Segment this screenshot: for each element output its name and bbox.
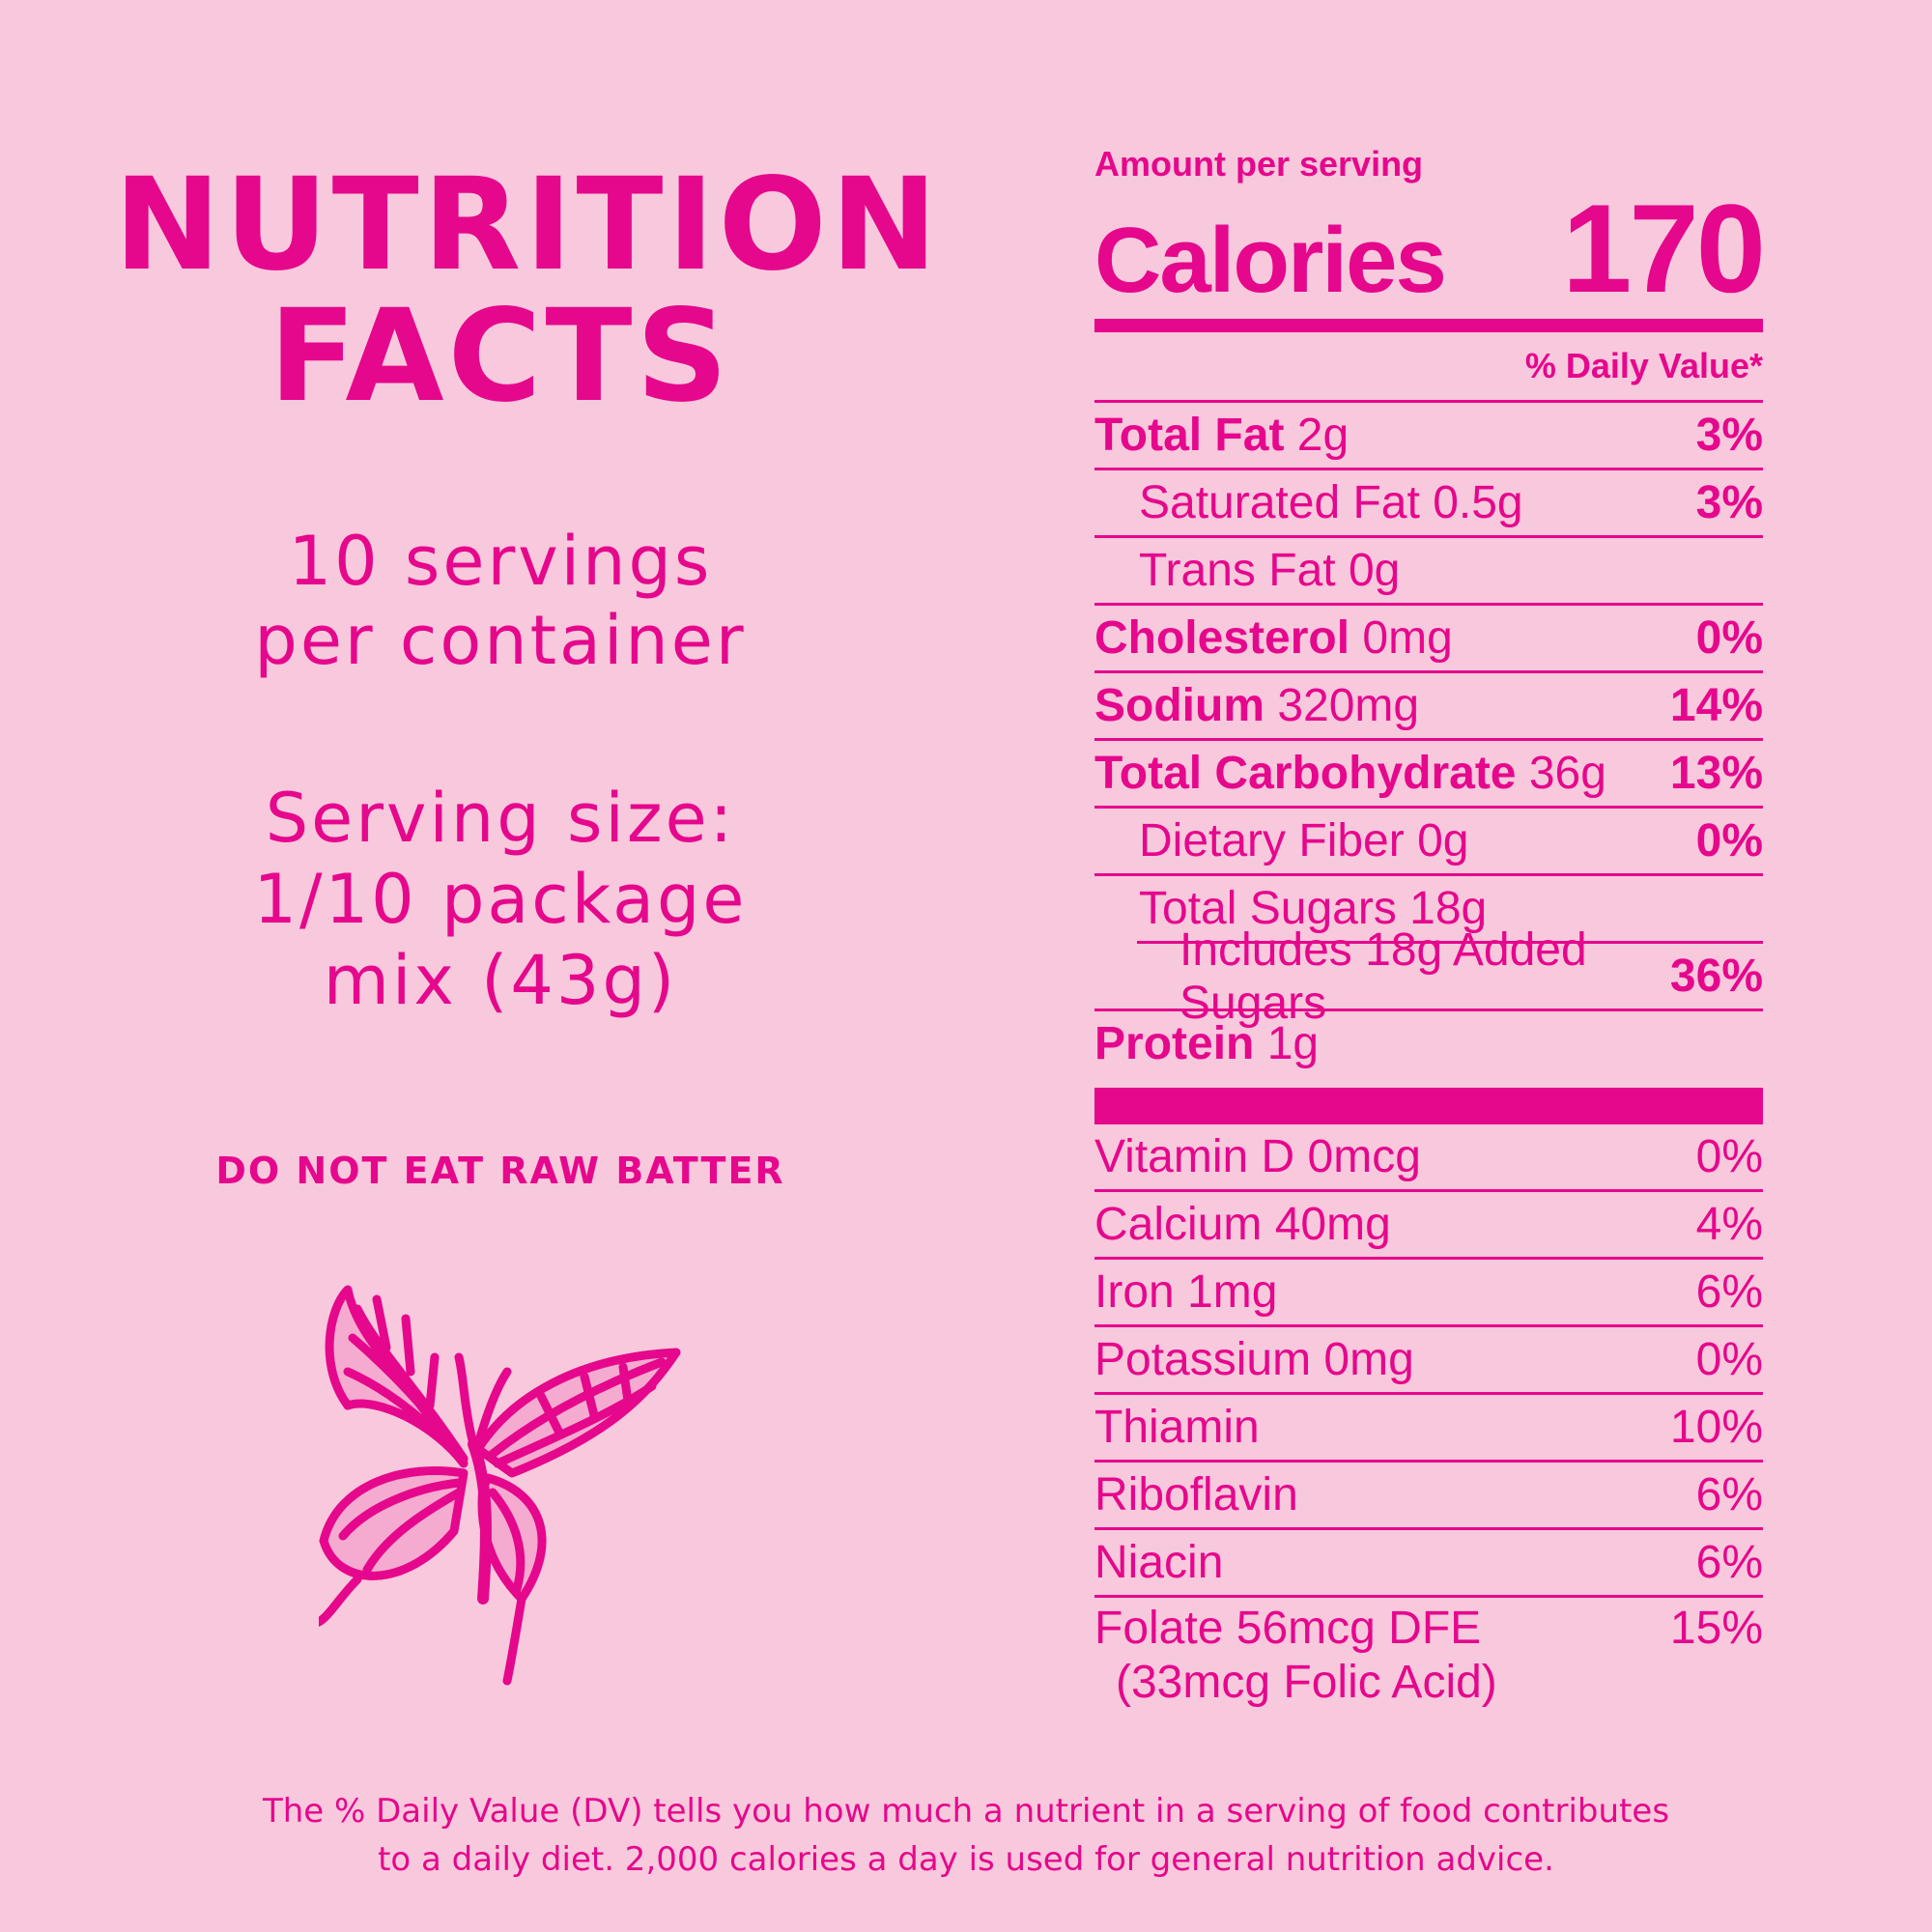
- divider-big: [1094, 1088, 1763, 1124]
- vitamin-pct: 0%: [1695, 1334, 1763, 1385]
- vitamin-pct: 0%: [1695, 1131, 1763, 1182]
- title-line-2: FACTS: [269, 282, 732, 431]
- nutrient-name: Sodium: [1094, 680, 1264, 731]
- servings-per-container: 10 servings per container: [114, 522, 887, 680]
- nutrient-pct: 14%: [1669, 680, 1763, 731]
- vitamin-pct: 6%: [1695, 1469, 1763, 1520]
- raw-batter-warning: DO NOT EAT RAW BATTER: [215, 1150, 785, 1192]
- servings-line-2: per container: [254, 601, 747, 680]
- nutrient-name: Protein: [1094, 1018, 1255, 1069]
- nutrient-pct: 13%: [1669, 748, 1763, 799]
- folate-label: Folate 56mcg DFE: [1094, 1603, 1482, 1654]
- nutrient-pct: 0%: [1695, 612, 1763, 664]
- calories-value: 170: [1562, 178, 1766, 319]
- title-line-1: NUTRITION: [114, 151, 942, 299]
- vitamin-label: Calcium 40mg: [1094, 1199, 1391, 1250]
- nutrient-amount: 0.5g: [1433, 477, 1523, 528]
- nutrient-pct: 3%: [1695, 477, 1763, 528]
- vitamin-label: Potassium 0mg: [1094, 1334, 1414, 1385]
- nutrition-panel: Amount per serving Calories 170 % Daily …: [1094, 144, 1766, 1718]
- vitamin-row: Thiamin 10%: [1094, 1392, 1763, 1460]
- vitamin-label: Thiamin: [1094, 1402, 1260, 1453]
- vitamin-pct: 4%: [1695, 1199, 1763, 1250]
- folic-acid-label: (33mcg Folic Acid): [1116, 1657, 1497, 1708]
- footnote-line-2: to a daily diet. 2,000 calories a day is…: [378, 1840, 1554, 1879]
- servings-line-1: 10 servings: [288, 522, 713, 601]
- nutrient-name: Total Carbohydrate: [1094, 748, 1517, 799]
- vitamin-pct: 10%: [1669, 1402, 1763, 1453]
- serving-size-line-3: mix (43g): [323, 941, 678, 1020]
- divider-thick: [1094, 319, 1763, 332]
- amount-per-serving: Amount per serving: [1094, 144, 1424, 184]
- nutrient-amount: 18g: [1409, 883, 1488, 934]
- calories-row: Calories 170: [1094, 178, 1766, 319]
- butterfly-icon: [319, 1285, 681, 1686]
- vitamin-pct: 6%: [1695, 1266, 1763, 1318]
- nutrient-row-saturated-fat: Saturated Fat 0.5g 3%: [1094, 468, 1763, 535]
- nutrient-row-cholesterol: Cholesterol 0mg 0%: [1094, 603, 1763, 670]
- nutrient-name: Cholesterol: [1094, 612, 1350, 664]
- nutrient-amount: 0mg: [1362, 612, 1453, 664]
- nutrient-name: Dietary Fiber: [1139, 815, 1405, 867]
- vitamin-label: Niacin: [1094, 1537, 1224, 1588]
- nutrient-row-trans-fat: Trans Fat 0g: [1094, 535, 1763, 603]
- vitamin-row: Niacin 6%: [1094, 1527, 1763, 1595]
- vitamin-row: Riboflavin 6%: [1094, 1460, 1763, 1527]
- daily-value-footnote: The % Daily Value (DV) tells you how muc…: [0, 1787, 1932, 1884]
- serving-size-line-1: Serving size:: [265, 779, 736, 858]
- nutrient-name: Total Fat: [1094, 410, 1285, 461]
- nutrient-row-added-sugars: Includes 18g Added Sugars 36%: [1137, 924, 1763, 1029]
- nutrient-pct: 36%: [1669, 951, 1763, 1002]
- vitamin-pct: 6%: [1695, 1537, 1763, 1588]
- nutrient-amount: 36g: [1528, 748, 1606, 799]
- vitamin-label: Riboflavin: [1094, 1469, 1298, 1520]
- vitamin-label: Vitamin D 0mcg: [1094, 1131, 1421, 1182]
- nutrient-amount: 1g: [1266, 1018, 1320, 1069]
- vitamin-row-folate: Folate 56mcg DFE (33mcg Folic Acid) 15%: [1094, 1595, 1763, 1718]
- nutrient-name: Trans Fat: [1139, 545, 1336, 596]
- serving-size: Serving size: 1/10 package mix (43g): [114, 778, 887, 1021]
- nutrient-row-total-sugars: Total Sugars 18g: [1094, 873, 1763, 941]
- nutrient-amount: 0g: [1348, 545, 1401, 596]
- nutrient-pct: 3%: [1695, 410, 1763, 461]
- nutrient-name: Total Sugars: [1139, 883, 1397, 934]
- nutrient-name: Includes 18g Added Sugars: [1179, 923, 1587, 1029]
- nutrient-row-total-fat: Total Fat 2g 3%: [1094, 400, 1763, 468]
- nutrient-row-protein: Protein 1g: [1094, 1009, 1763, 1076]
- nutrient-row-dietary-fiber: Dietary Fiber 0g 0%: [1094, 806, 1763, 873]
- vitamin-row: Vitamin D 0mcg 0%: [1094, 1124, 1763, 1189]
- footnote-line-1: The % Daily Value (DV) tells you how muc…: [262, 1792, 1670, 1831]
- vitamin-pct: 15%: [1669, 1603, 1763, 1654]
- nutrient-pct: 0%: [1695, 815, 1763, 867]
- daily-value-header: % Daily Value*: [1524, 346, 1763, 385]
- vitamin-row: Calcium 40mg 4%: [1094, 1189, 1763, 1257]
- nutrient-amount: 0g: [1417, 815, 1469, 867]
- page-title: NUTRITION FACTS: [114, 151, 942, 431]
- nutrient-name: Saturated Fat: [1139, 477, 1420, 528]
- calories-label: Calories: [1094, 209, 1447, 312]
- nutrient-row-sodium: Sodium 320mg 14%: [1094, 670, 1763, 738]
- vitamin-label: Folate 56mcg DFE (33mcg Folic Acid): [1094, 1602, 1497, 1710]
- nutrient-row-total-carbohydrate: Total Carbohydrate 36g 13%: [1094, 738, 1763, 806]
- vitamin-row: Iron 1mg 6%: [1094, 1257, 1763, 1324]
- serving-size-line-2: 1/10 package: [253, 860, 748, 939]
- vitamin-label: Iron 1mg: [1094, 1266, 1278, 1318]
- vitamin-row: Potassium 0mg 0%: [1094, 1324, 1763, 1392]
- nutrient-amount: 2g: [1296, 410, 1350, 461]
- nutrient-amount: 320mg: [1277, 680, 1420, 731]
